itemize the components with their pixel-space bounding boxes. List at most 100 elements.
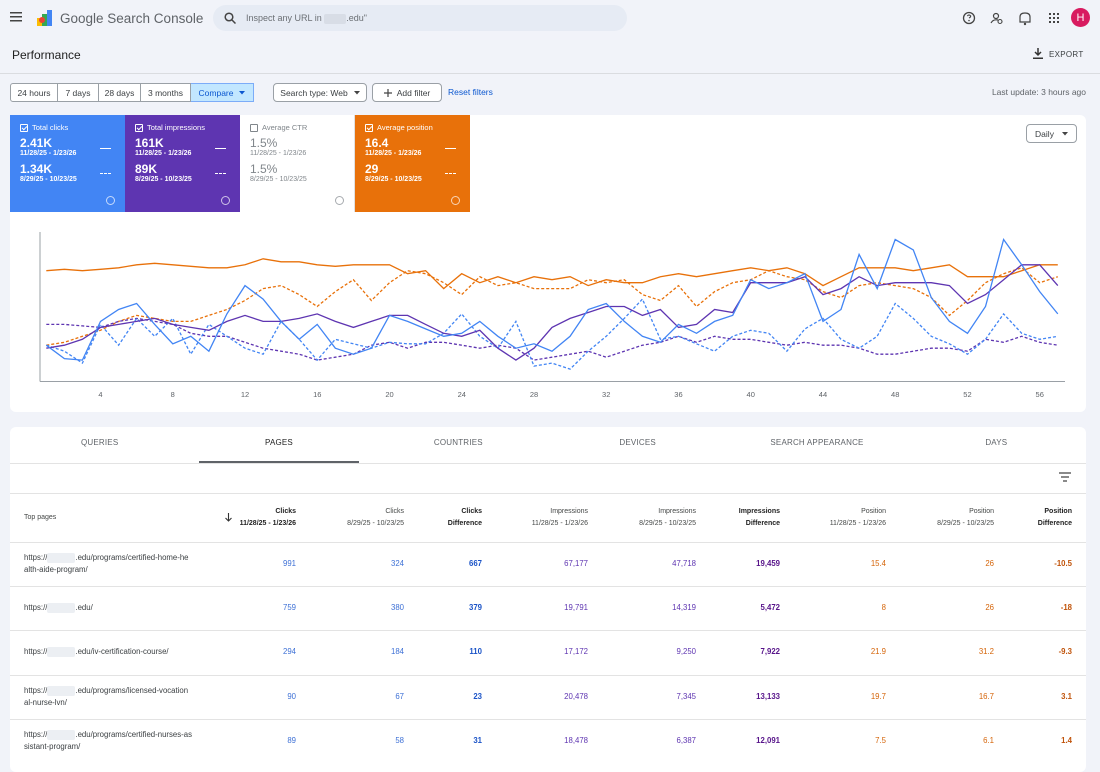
header-icons[interactable] bbox=[962, 10, 1062, 26]
metric-card[interactable]: Total impressions 161K 11/28/25 - 1/23/26 8… bbox=[125, 115, 240, 212]
tab[interactable]: QUERIES bbox=[80, 438, 119, 447]
x-tick-label: 28 bbox=[530, 390, 538, 399]
series-line bbox=[46, 267, 1059, 346]
cell: 17,172 bbox=[564, 647, 588, 656]
checkbox bbox=[135, 123, 143, 132]
current-value: 2.41K bbox=[20, 136, 53, 150]
x-tick-label: 12 bbox=[241, 390, 249, 399]
reset-filters[interactable]: Reset filters bbox=[448, 87, 493, 97]
range-button[interactable]: 7 days bbox=[57, 83, 99, 102]
cell: -18 bbox=[1060, 603, 1072, 612]
tab[interactable]: SEARCH APPEARANCE bbox=[770, 438, 864, 447]
sort-arrow[interactable] bbox=[225, 513, 232, 522]
help-icon[interactable] bbox=[221, 196, 230, 205]
cell: -10.5 bbox=[1054, 559, 1072, 568]
column-header[interactable]: Position Difference bbox=[1038, 506, 1072, 530]
tab[interactable]: PAGES bbox=[265, 438, 293, 447]
range-button[interactable]: 3 months bbox=[140, 83, 191, 102]
help-icon[interactable] bbox=[335, 196, 344, 205]
column-name: Clicks bbox=[275, 508, 296, 515]
column-name: Clicks bbox=[385, 508, 404, 515]
column-header[interactable]: Clicks Difference bbox=[448, 506, 482, 530]
cell: 184 bbox=[390, 647, 404, 656]
column-name: Clicks bbox=[461, 508, 482, 515]
page-url[interactable]: https://.edu/programs/licensed-vocationa… bbox=[24, 685, 192, 709]
search-box[interactable]: Inspect any URL in .edu" bbox=[213, 5, 627, 31]
page-url[interactable]: https://.edu/programs/certified-nurses-a… bbox=[24, 729, 192, 753]
metric-card[interactable]: Average position 16.4 11/28/25 - 1/23/26 29… bbox=[355, 115, 470, 212]
column-sub: 11/28/25 - 1/23/26 bbox=[829, 520, 886, 527]
page-url[interactable]: https:// .edu/ bbox=[24, 602, 192, 614]
column-header[interactable]: Impressions Difference bbox=[739, 506, 780, 530]
row-divider bbox=[10, 719, 1086, 720]
help-icon[interactable] bbox=[106, 196, 115, 205]
cell: 6.1 bbox=[983, 736, 994, 745]
tab[interactable]: DEVICES bbox=[619, 438, 656, 447]
range-button[interactable]: 24 hours bbox=[10, 83, 58, 102]
cell: 26 bbox=[985, 603, 994, 612]
granularity-select[interactable]: Daily bbox=[1026, 124, 1077, 143]
column-header[interactable]: Clicks 11/28/25 - 1/23/26 bbox=[240, 506, 296, 530]
cell: 324 bbox=[390, 559, 404, 568]
x-tick-label: 44 bbox=[819, 390, 827, 399]
redaction bbox=[47, 646, 76, 657]
row-divider bbox=[10, 630, 1086, 631]
x-tick-label: 32 bbox=[602, 390, 610, 399]
previous-value: 1.34K bbox=[20, 162, 53, 176]
cell: 6,387 bbox=[676, 736, 696, 745]
filter-rows-icon[interactable] bbox=[1059, 472, 1071, 482]
cell: 379 bbox=[468, 603, 482, 612]
cell: 13,133 bbox=[756, 692, 780, 701]
page-url[interactable]: https:// .edu/iv-certification-course/ bbox=[24, 646, 192, 658]
cell: 759 bbox=[282, 603, 296, 612]
x-tick-label: 24 bbox=[458, 390, 466, 399]
cell: 7.5 bbox=[875, 736, 886, 745]
column-name: Impressions bbox=[658, 508, 696, 515]
current-range: 11/28/25 - 1/23/26 bbox=[135, 150, 192, 157]
x-tick-label: 20 bbox=[385, 390, 393, 399]
cell: 58 bbox=[395, 736, 404, 745]
previous-value: 89K bbox=[135, 162, 158, 176]
menu-icon[interactable] bbox=[10, 11, 24, 23]
url-path: .edu/programs/certified-nurses-assistant… bbox=[24, 730, 192, 751]
column-header[interactable]: Clicks 8/29/25 - 10/23/25 bbox=[347, 506, 404, 530]
column-sub: 8/29/25 - 10/23/25 bbox=[347, 520, 404, 527]
column-header[interactable]: Impressions 8/29/25 - 10/23/25 bbox=[639, 506, 696, 530]
previous-range: 8/29/25 - 10/23/25 bbox=[250, 176, 307, 183]
cell: 15.4 bbox=[870, 559, 886, 568]
x-tick-label: 56 bbox=[1036, 390, 1044, 399]
metric-card[interactable]: Average CTR 1.5% 11/28/25 - 1/23/26 1.5% 8/2… bbox=[240, 115, 355, 212]
series-line bbox=[46, 317, 1058, 361]
cell: 31.2 bbox=[978, 647, 994, 656]
check bbox=[136, 124, 142, 130]
current-line-indicator bbox=[215, 148, 226, 149]
search-type-button[interactable]: Search type: Web bbox=[273, 83, 367, 102]
metric-card[interactable]: Total clicks 2.41K 11/28/25 - 1/23/26 1.34K… bbox=[10, 115, 125, 212]
column-name: Impressions bbox=[738, 508, 780, 515]
help-icon[interactable] bbox=[451, 196, 460, 205]
cell: 8 bbox=[881, 603, 886, 612]
range-button[interactable]: 28 days bbox=[98, 83, 141, 102]
search-type-label: Search type: Web bbox=[280, 87, 348, 98]
cell: 31 bbox=[473, 736, 482, 745]
previous-range: 8/29/25 - 10/23/25 bbox=[365, 176, 422, 183]
x-tick-label: 16 bbox=[313, 390, 321, 399]
tab[interactable]: COUNTRIES bbox=[433, 438, 483, 447]
cell: 19,459 bbox=[756, 559, 780, 568]
page-url[interactable]: https://.edu/programs/certified-home-hea… bbox=[24, 552, 192, 576]
column-header[interactable]: Position 11/28/25 - 1/23/26 bbox=[830, 506, 886, 530]
logo bbox=[37, 10, 52, 26]
current-range: 11/28/25 - 1/23/26 bbox=[20, 150, 77, 157]
cell: 19,791 bbox=[564, 603, 588, 612]
series-line bbox=[46, 297, 1058, 370]
tab[interactable]: DAYS bbox=[985, 438, 1008, 447]
previous-value: 29 bbox=[365, 162, 379, 176]
export-button[interactable]: EXPORT bbox=[1049, 50, 1084, 59]
row-divider bbox=[10, 586, 1086, 587]
column-header[interactable]: Position 8/29/25 - 10/23/25 bbox=[937, 506, 994, 530]
last-update: Last update: 3 hours ago bbox=[991, 87, 1086, 97]
column-header[interactable]: Impressions 11/28/25 - 1/23/26 bbox=[532, 506, 588, 530]
avatar[interactable]: H bbox=[1071, 8, 1090, 27]
add-filter-button[interactable]: Add filter bbox=[372, 83, 442, 102]
cell: 7,345 bbox=[676, 692, 696, 701]
